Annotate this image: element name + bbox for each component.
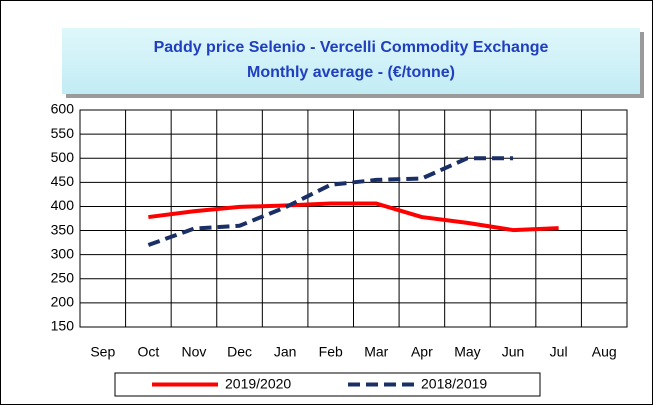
y-tick-label: 350 [51,221,75,237]
legend-box [114,372,541,397]
x-tick-label: Mar [364,344,388,360]
x-tick-label: Feb [319,344,343,360]
title-box [62,28,640,94]
chart-subtitle: Monthly average - (€/tonne) [247,64,455,81]
y-tick-label: 300 [51,245,75,261]
y-tick-label: 400 [51,197,75,213]
x-tick-label: Oct [137,344,159,360]
y-tick-label: 200 [51,294,75,310]
x-tick-label: Dec [227,344,252,360]
y-tick-label: 150 [51,318,75,334]
x-tick-label: May [454,344,480,360]
legend-label: 2018/2019 [421,376,487,392]
x-tick-label: Jun [502,344,525,360]
x-tick-label: Aug [592,344,617,360]
plot-border [79,109,628,328]
y-tick-label: 600 [51,101,75,117]
y-tick-label: 250 [51,269,75,285]
x-tick-label: Sep [90,344,115,360]
x-tick-label: Jan [274,344,297,360]
data-line [147,156,514,247]
y-tick-label: 550 [51,125,75,141]
legend-label: 2019/2020 [225,376,291,392]
x-tick-label: Jul [550,344,568,360]
data-line [148,201,559,233]
y-tick-label: 450 [51,173,75,189]
y-tick-label: 500 [51,149,75,165]
x-tick-label: Apr [411,344,433,360]
chart-title: Paddy price Selenio - Vercelli Commodity… [154,39,549,56]
x-tick-label: Nov [182,344,207,360]
